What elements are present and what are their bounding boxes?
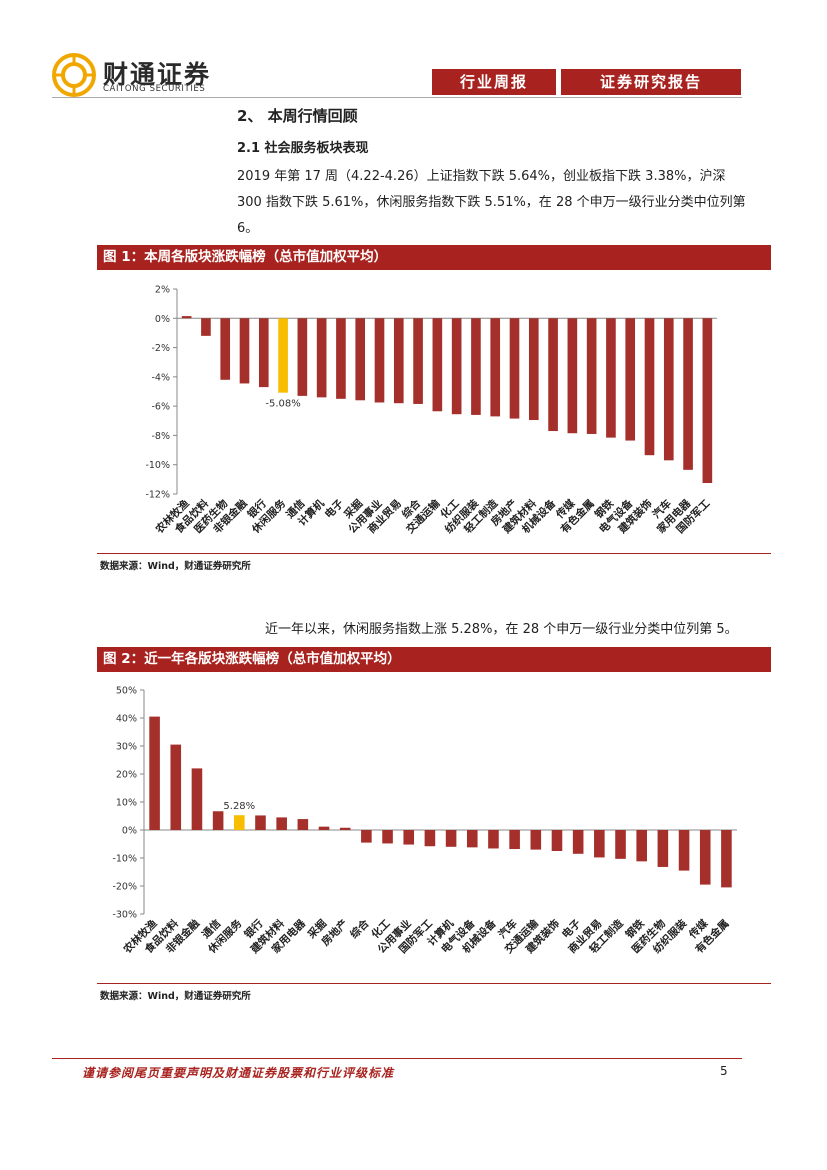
chart2-bar [636, 830, 647, 862]
chart2-y-tick-label: 0% [122, 826, 137, 837]
chart2-bar [530, 830, 542, 850]
chart1-bar [239, 318, 250, 384]
figure2-source: 数据来源：Wind，财通证券研究所 [100, 991, 251, 1002]
chart1-bar [567, 318, 578, 434]
chart1-bar [201, 318, 211, 336]
figure1-rule [97, 553, 771, 554]
chart2-y-tick-label: -20% [112, 882, 137, 893]
chart2-bar [339, 827, 351, 830]
summary-paragraph: 2019 年第 17 周（4.22-4.26）上证指数下跌 5.64%，创业板指… [237, 169, 746, 236]
figure1-caption: 图 1：本周各版块涨跌幅榜（总市值加权平均） [97, 245, 771, 270]
brand-name: 财通证券 [103, 60, 212, 89]
section-heading: 2、 本周行情回顾 [237, 107, 358, 125]
tag-weekly: 行业周报 [432, 69, 556, 95]
chart1-bar [548, 318, 558, 432]
chart1-y-tick-label: -8% [152, 431, 171, 442]
chart2-bar [699, 830, 711, 885]
chart1-bar [297, 318, 308, 396]
footer-disclaimer: 谨请参阅尾页重要声明及财通证券股票和行业评级标准 [82, 1066, 395, 1080]
chart1-y-tick-label: 0% [155, 314, 170, 325]
chart1-bar [374, 318, 385, 403]
chart1-highlight-label: -5.08% [265, 399, 300, 410]
chart2-bar [572, 830, 584, 854]
chart1-category-label: 电子 [322, 497, 346, 521]
chart2-bar [361, 830, 372, 843]
chart1-y-tick-label: -2% [152, 343, 171, 354]
chart1-bar [702, 318, 713, 484]
chart2-y-tick-label: 40% [116, 714, 137, 725]
figure2-chart: 50%40%30%20%10%0%-10%-20%-30%农林牧渔食品饮料非银金… [112, 686, 737, 957]
brand-name-en: CAITONG SECURITIES [103, 84, 206, 94]
brand-logo [52, 53, 96, 97]
chart2-bar [191, 768, 203, 830]
subsection-heading: 2.1 社会服务板块表现 [237, 141, 369, 156]
chart2-y-tick-label: 50% [116, 686, 137, 697]
chart2-bar [234, 815, 245, 830]
chart1-y-tick-label: -6% [152, 402, 171, 413]
chart2-category-label: 综合 [347, 917, 371, 941]
chart1-bar [181, 316, 192, 319]
chart2-bar [466, 830, 478, 848]
chart2-bar [424, 830, 436, 847]
chart2-bar [594, 830, 605, 858]
chart1-bar [393, 318, 404, 404]
chart1-bar [471, 318, 481, 415]
chart2-bar [276, 817, 287, 830]
chart2-y-tick-label: 10% [116, 798, 137, 809]
chart1-bar [490, 318, 501, 417]
chart1-bar [278, 318, 288, 393]
figure2-rule [97, 983, 771, 984]
chart1-bar [432, 318, 443, 412]
chart1-bar [355, 318, 366, 401]
yearly-paragraph: 近一年以来，休闲服务指数上涨 5.28%，在 28 个申万一级行业分类中位列第 … [265, 622, 738, 637]
chart2-bar [721, 830, 732, 888]
chart2-y-tick-label: 30% [116, 742, 137, 753]
chart2-bar [657, 830, 669, 867]
chart1-bar [586, 318, 597, 434]
chart1-bar [336, 318, 346, 399]
chart1-bar [644, 318, 655, 456]
chart1-y-tick-label: -12% [145, 490, 170, 501]
caitong-logo-icon [52, 53, 96, 97]
figure1-source: 数据来源：Wind，财通证券研究所 [100, 561, 251, 572]
chart2-highlight-label: 5.28% [223, 801, 255, 812]
chart2-bar [403, 830, 415, 845]
chart2-bar [678, 830, 690, 871]
chart2-bar [382, 830, 393, 844]
chart1-bar [683, 318, 693, 470]
chart1-bar [258, 318, 269, 388]
figure2-caption: 图 2：近一年各版块涨跌幅榜（总市值加权平均） [97, 647, 771, 672]
chart2-bar [170, 744, 182, 830]
footer-rule [52, 1058, 742, 1059]
chart1-bar [606, 318, 616, 438]
chart2-bar [318, 826, 330, 830]
chart2-bar [551, 830, 563, 851]
chart2-y-tick-label: 20% [116, 770, 137, 781]
header-rule [52, 97, 742, 98]
chart1-y-tick-label: -4% [152, 372, 171, 383]
chart2-y-tick-label: -30% [112, 910, 137, 921]
chart1-y-tick-label: 2% [155, 285, 170, 296]
chart1-bar [625, 318, 636, 441]
chart2-bar [255, 815, 266, 830]
chart2-bar [615, 830, 626, 859]
page-number: 5 [720, 1064, 728, 1078]
chart1-y-tick-label: -10% [145, 460, 170, 471]
chart2-bar [488, 830, 499, 849]
chart1-bar [316, 318, 327, 398]
tag-report: 证券研究报告 [561, 69, 741, 95]
chart2-bar [297, 819, 309, 830]
chart2-bar [509, 830, 520, 850]
chart1-bar [451, 318, 462, 415]
chart2-bar [445, 830, 457, 847]
chart2-bar [212, 811, 224, 830]
chart2-y-tick-label: -10% [112, 854, 137, 865]
chart2-bar [149, 716, 160, 830]
chart1-bar [528, 318, 539, 421]
chart1-bar [413, 318, 423, 404]
figure1-chart: 2%0%-2%-4%-6%-8%-10%-12%农林牧渔食品饮料医药生物非银金融… [145, 285, 717, 537]
chart1-bar [663, 318, 674, 461]
chart1-bar [220, 318, 231, 380]
chart1-bar [509, 318, 520, 419]
